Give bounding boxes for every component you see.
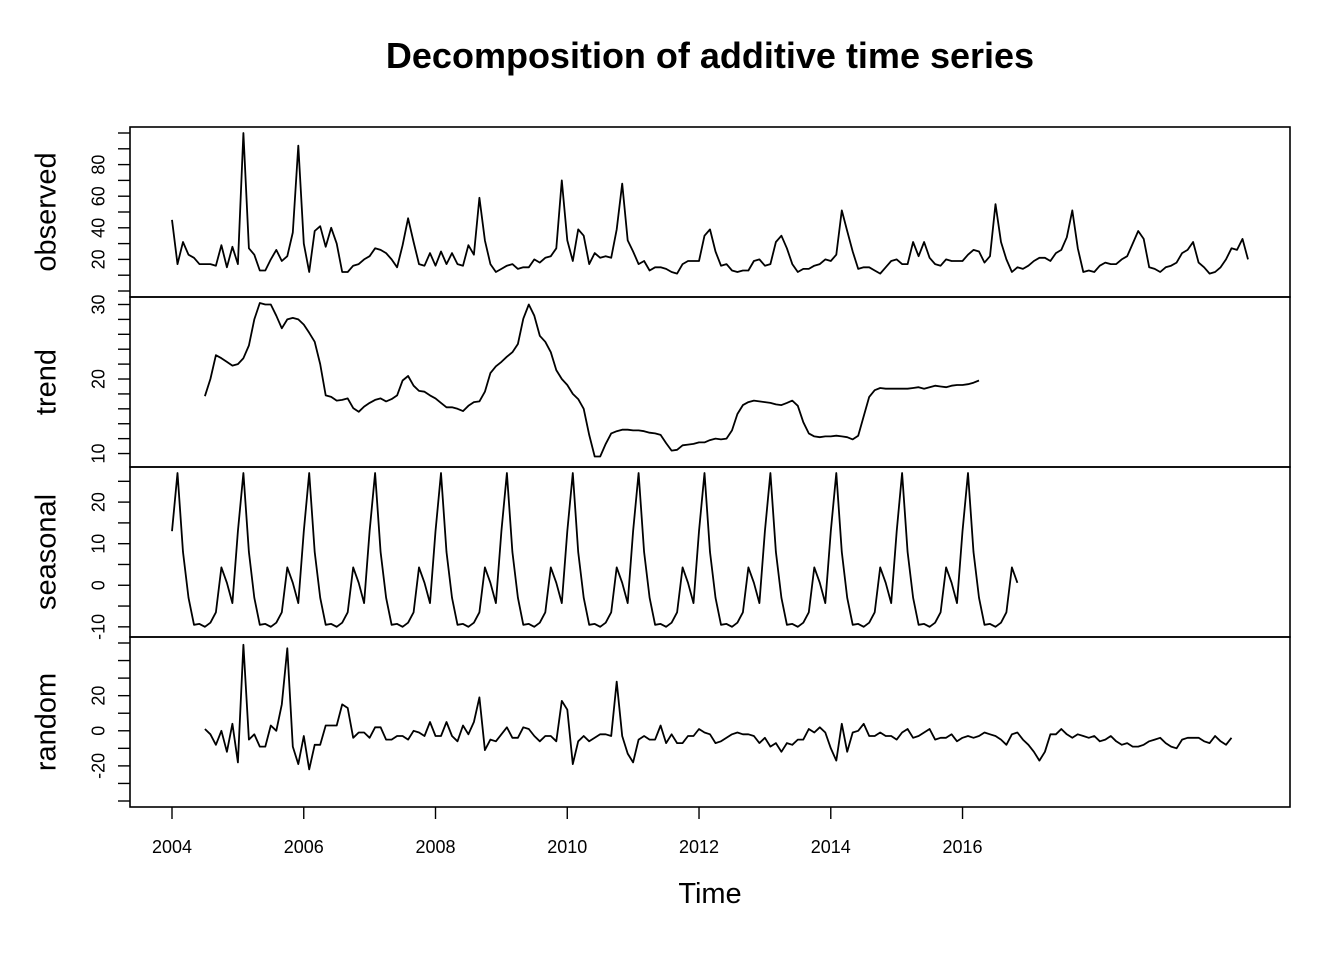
panel-random: -20 0 20 random	[31, 636, 1291, 808]
y-tick-label-observed: 40	[89, 218, 109, 238]
x-tick-label: 2004	[152, 837, 192, 857]
x-tick-label: 2010	[547, 837, 587, 857]
panel-trend: 10 20 30 trend	[31, 294, 1291, 468]
y-tick-label-seasonal: -10	[89, 614, 109, 640]
y-tick-label-seasonal: 10	[89, 534, 109, 554]
panels: 20 40 60 80 observed 10 20 30 trend -10 0 10 20 seaso…	[31, 126, 1291, 808]
x-tick-label: 2006	[284, 837, 324, 857]
panel-seasonal: -10 0 10 20 seasonal	[31, 466, 1291, 640]
x-axis: 2004 2006 2008 2010 2012 2014 2016	[152, 807, 983, 857]
y-tick-label-trend: 10	[89, 444, 109, 464]
y-tick-label-seasonal: 0	[89, 580, 109, 590]
y-tick-label-observed: 80	[89, 155, 109, 175]
x-axis-label: Time	[678, 878, 741, 910]
x-tick-label: 2014	[811, 837, 851, 857]
y-axis-label-observed: observed	[31, 152, 63, 271]
panel-frame-observed	[129, 126, 1291, 298]
y-tick-label-random: -20	[89, 753, 109, 779]
x-tick-label: 2016	[943, 837, 983, 857]
y-axis-label-seasonal: seasonal	[31, 494, 63, 610]
y-axis-label-trend: trend	[31, 349, 63, 415]
series-line-observed	[171, 132, 1249, 275]
series-line-random	[204, 643, 1233, 771]
chart-title: Decomposition of additive time series	[386, 35, 1034, 76]
y-axis-label-random: random	[31, 673, 63, 771]
y-tick-label-trend: 30	[89, 294, 109, 314]
series-line-seasonal	[171, 472, 1019, 628]
panel-frame-random	[129, 636, 1291, 808]
x-tick-label: 2012	[679, 837, 719, 857]
y-tick-label-random: 20	[89, 686, 109, 706]
y-tick-label-random: 0	[89, 726, 109, 736]
y-tick-label-observed: 60	[89, 186, 109, 206]
series-line-trend	[204, 302, 980, 458]
y-tick-label-observed: 20	[89, 249, 109, 269]
y-tick-label-trend: 20	[89, 369, 109, 389]
y-tick-label-seasonal: 20	[89, 492, 109, 512]
panel-frame-trend	[129, 296, 1291, 468]
panel-observed: 20 40 60 80 observed	[31, 126, 1291, 298]
x-tick-label: 2008	[415, 837, 455, 857]
